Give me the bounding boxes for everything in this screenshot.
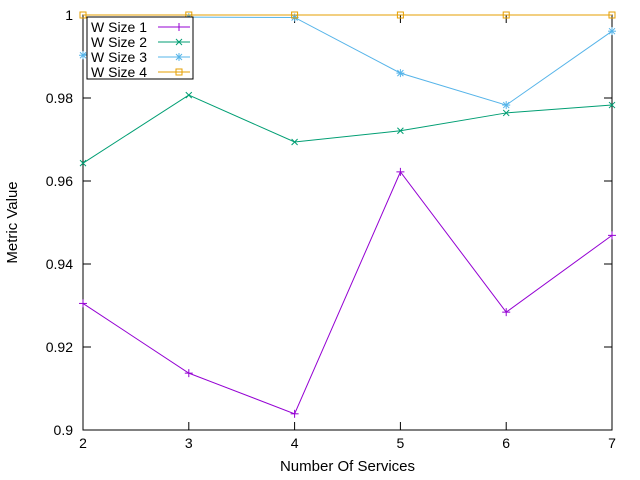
legend-entry: W Size 3 (91, 49, 190, 65)
data-point (502, 308, 511, 317)
y-tick-label: 0.9 (54, 422, 74, 438)
data-point (608, 27, 616, 36)
data-point (290, 409, 299, 418)
legend-marker (175, 38, 183, 46)
data-point (397, 127, 404, 135)
legend-marker (175, 68, 183, 76)
legend-entry: W Size 1 (91, 19, 190, 35)
data-point (608, 101, 616, 109)
series-line (82, 170, 613, 415)
x-tick-label: 7 (608, 435, 616, 451)
legend-label: W Size 3 (91, 49, 147, 65)
data-point (502, 11, 510, 19)
data-point (396, 69, 405, 78)
series-4 (79, 11, 616, 19)
data-point (608, 231, 616, 240)
legend: W Size 1W Size 2W Size 3W Size 4 (86, 16, 194, 80)
series-line (82, 94, 613, 164)
x-axis-label: Number Of Services (280, 458, 415, 475)
data-point (79, 11, 87, 19)
series-2 (79, 91, 616, 167)
data-point (79, 299, 87, 308)
y-axis-label: Metric Value (4, 181, 21, 263)
y-axis: 0.9 0.92 0.94 0.96 0.98 1 (46, 7, 612, 438)
data-point (79, 51, 87, 60)
legend-marker (175, 23, 183, 31)
data-point (396, 167, 405, 176)
x-tick-label: 5 (397, 435, 405, 451)
series-1 (79, 167, 616, 418)
data-point (291, 11, 299, 19)
y-tick-label: 0.92 (46, 339, 73, 355)
legend-marker (175, 53, 183, 61)
data-point (608, 11, 616, 19)
data-point (502, 109, 510, 117)
y-tick-label: 0.94 (46, 256, 73, 272)
data-point (502, 101, 511, 110)
x-tick-label: 6 (502, 435, 510, 451)
x-tick-label: 3 (185, 435, 193, 451)
x-tick-label: 4 (291, 435, 299, 451)
data-point (185, 91, 193, 99)
x-tick-label: 2 (79, 435, 87, 451)
legend-entry: W Size 2 (91, 34, 190, 50)
data-point (396, 11, 404, 19)
y-tick-label: 0.96 (46, 173, 73, 189)
data-point (79, 159, 87, 167)
data-point (184, 369, 193, 378)
legend-label: W Size 4 (91, 64, 147, 80)
legend-label: W Size 1 (91, 19, 147, 35)
y-tick-label: 1 (65, 7, 73, 23)
x-axis: 2 3 4 5 6 7 (79, 15, 616, 451)
legend-label: W Size 2 (91, 34, 147, 50)
legend-entry: W Size 4 (91, 64, 190, 80)
y-tick-label: 0.98 (46, 90, 73, 106)
data-point (291, 138, 298, 146)
